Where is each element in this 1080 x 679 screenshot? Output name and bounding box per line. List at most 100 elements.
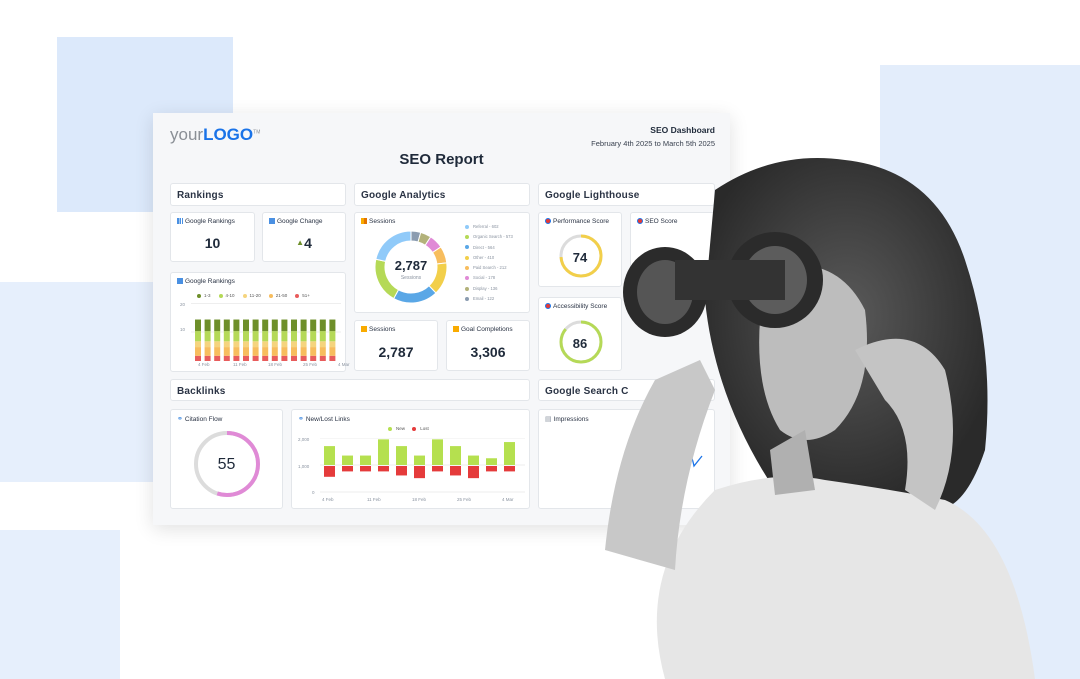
bar-11-20 (204, 341, 211, 348)
legend-label: Direct - 564 (473, 244, 495, 250)
legend-item: Email - 122 (465, 296, 513, 306)
legend-item: Paid Search - 212 (465, 265, 513, 275)
bar-1-3 (214, 319, 221, 332)
bar-lost (396, 466, 407, 476)
bar-51+ (310, 355, 317, 361)
bar-21-50 (223, 347, 230, 356)
legend-item: 11-20 (242, 293, 261, 298)
date-range: February 4th 2025 to March 5th 2025 (591, 139, 715, 148)
bar-new (468, 455, 479, 465)
arrow-up-icon: ▲ (296, 238, 305, 247)
legend-dot (242, 293, 247, 298)
bar-21-50 (310, 347, 317, 356)
performance-value: 74 (572, 250, 588, 265)
bar-21-50 (262, 347, 269, 356)
donut-center-label: Sessions (400, 275, 422, 281)
y-tick: 0 (312, 490, 315, 495)
bar-51+ (243, 355, 249, 361)
x-tick: 4 Mar (338, 362, 350, 367)
bar-lost (414, 466, 425, 479)
x-tick: 11 Feb (367, 497, 381, 502)
donut-legend: Referral - 602 Organic Search - 573 Direct… (465, 224, 513, 306)
lighthouse-icon (637, 218, 643, 224)
section-backlinks: Backlinks (170, 379, 530, 401)
bar-11-20 (281, 341, 288, 348)
bar-51+ (262, 355, 269, 361)
bar-21-50 (195, 347, 201, 356)
google-change-value: ▲4 (296, 235, 312, 251)
section-lighthouse: Google Lighthouse (538, 183, 715, 206)
bar-11-20 (195, 341, 201, 348)
bar-21-50 (329, 347, 336, 356)
bar-lost (324, 466, 335, 477)
donut-slice-direct (392, 285, 437, 304)
goal-completions-value: 3,306 (470, 344, 506, 360)
legend-label: 51+ (302, 293, 310, 298)
bar-1-3 (195, 319, 201, 332)
links-legend: New Lost (388, 426, 429, 431)
legend-label: Social - 178 (473, 275, 496, 281)
bar-51+ (300, 355, 307, 361)
bar-new (504, 442, 515, 465)
bar-11-20 (291, 341, 297, 348)
bar-51+ (204, 355, 211, 361)
legend-dot (465, 276, 469, 281)
bar-21-50 (300, 347, 307, 356)
search-console-icon: ▤ (545, 416, 554, 423)
logo: yourLOGOTM (170, 125, 261, 144)
bar-21-50 (243, 347, 249, 356)
bar-1-3 (252, 319, 259, 332)
bar-4-10 (310, 331, 317, 342)
x-tick: 4 Feb (322, 497, 334, 502)
bar-4-10 (243, 331, 249, 342)
bar-11-20 (233, 341, 240, 348)
bar-4-10 (291, 331, 297, 342)
goal-completions-card: Goal Completions 3,306 (446, 320, 530, 371)
bar-11-20 (214, 341, 221, 348)
legend-label: Email - 122 (473, 296, 495, 302)
accessibility-score-card: Accessibility Score 86 (538, 297, 622, 371)
bar-21-50 (252, 347, 259, 356)
bar-1-3 (262, 319, 269, 332)
legend-dot (465, 235, 469, 240)
bar-1-3 (204, 319, 211, 332)
analytics-icon (453, 326, 459, 332)
bar-chart-icon (269, 218, 275, 224)
bar-51+ (195, 355, 201, 361)
lighthouse-icon (545, 218, 551, 224)
legend-label: 11-20 (249, 293, 261, 298)
bar-new (378, 439, 389, 465)
x-tick: 25 Feb (457, 497, 472, 502)
bar-4-10 (271, 331, 278, 342)
bar-11-20 (329, 341, 336, 348)
performance-gauge (559, 234, 603, 278)
legend-dot (465, 224, 469, 229)
bar-new (450, 446, 461, 465)
bar-51+ (281, 355, 288, 361)
legend-label: 1-3 (204, 293, 211, 298)
bar-11-20 (262, 341, 269, 348)
legend-dot (465, 286, 469, 291)
bar-1-3 (310, 319, 317, 332)
bg-block (0, 282, 160, 482)
bar-51+ (329, 355, 336, 361)
bar-11-20 (300, 341, 307, 348)
lighthouse-icon (545, 303, 551, 309)
bar-4-10 (262, 331, 269, 342)
legend-item: 51+ (295, 293, 310, 298)
gauge-fill (194, 431, 260, 497)
bar-chart-icon (177, 278, 183, 284)
bar-51+ (319, 355, 326, 361)
bar-4-10 (252, 331, 259, 342)
bar-4-10 (214, 331, 221, 342)
legend-label: 4-10 (225, 293, 235, 298)
legend-dot (295, 293, 300, 298)
x-tick: 4 Feb (198, 362, 210, 367)
legend-label: Referral - 602 (473, 224, 499, 229)
bar-11-20 (310, 341, 317, 348)
link-icon: ⚭ (177, 416, 185, 423)
legend-label: Display - 136 (473, 285, 498, 291)
bar-chart-icon (177, 218, 183, 224)
rankings-legend: 1-3 4-10 11-20 21-50 51+ (197, 293, 318, 298)
legend-item: 4-10 (218, 293, 235, 298)
